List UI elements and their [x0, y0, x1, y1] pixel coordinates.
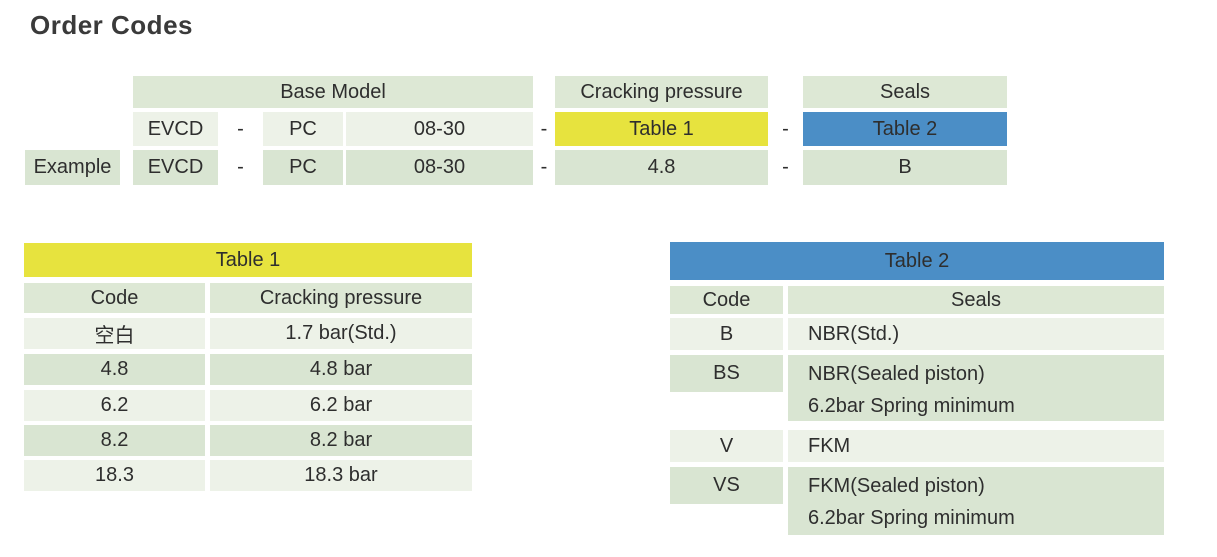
table1-row-code: 18.3	[24, 460, 205, 491]
table2-col-code: Code	[670, 286, 783, 314]
example-label: Example	[25, 150, 120, 185]
table1-row-code: 6.2	[24, 390, 205, 421]
example-row-brand: EVCD	[133, 150, 218, 185]
separator-dash: -	[782, 117, 789, 140]
page-title: Order Codes	[30, 10, 193, 40]
table2-title: Table 2	[670, 242, 1164, 280]
code-row-series: PC	[263, 112, 343, 146]
table1-row-value: 4.8 bar	[210, 354, 472, 385]
seals-header: Seals	[803, 76, 1007, 108]
separator-dash: -	[237, 117, 244, 140]
example-row-series: PC	[263, 150, 343, 185]
table2-row-code: B	[670, 318, 783, 350]
base-model-header: Base Model	[133, 76, 533, 108]
code-row-size: 08-30	[346, 112, 533, 146]
example-row-size: 08-30	[346, 150, 533, 185]
table1-row-code: 空白	[24, 318, 205, 349]
table2-row-code: V	[670, 430, 783, 462]
table1-row-value: 18.3 bar	[210, 460, 472, 491]
table2-row-value-line: FKM(Sealed piston)	[808, 475, 985, 497]
table2-row-code: VS	[670, 467, 783, 504]
table1-title: Table 1	[24, 243, 472, 277]
table2-row-value-line: 6.2bar Spring minimum	[808, 395, 1015, 417]
table2-row-code: BS	[670, 355, 783, 392]
table1-col-code: Code	[24, 283, 205, 313]
table1-col-value: Cracking pressure	[210, 283, 472, 313]
table1-row-code: 4.8	[24, 354, 205, 385]
table2-col-value: Seals	[788, 286, 1164, 314]
table2-row-value-line: NBR(Sealed piston)	[808, 363, 985, 385]
table2-row-value: FKM(Sealed piston) 6.2bar Spring minimum	[788, 467, 1164, 535]
table1-row-code: 8.2	[24, 425, 205, 456]
code-row-seals-ref: Table 2	[803, 112, 1007, 146]
separator-dash: -	[237, 156, 244, 178]
table1-row-value: 8.2 bar	[210, 425, 472, 456]
separator-dash: -	[540, 156, 548, 178]
code-row-cracking-ref: Table 1	[555, 112, 768, 146]
table1-row-value: 6.2 bar	[210, 390, 472, 421]
table2-row-value-line: 6.2bar Spring minimum	[808, 507, 1015, 529]
cracking-pressure-header: Cracking pressure	[555, 76, 768, 108]
table1-row-value: 1.7 bar(Std.)	[210, 318, 472, 349]
example-row-cracking: 4.8	[555, 150, 768, 185]
example-row-seals: B	[803, 150, 1007, 185]
code-row-brand: EVCD	[133, 112, 218, 146]
separator-dash: -	[540, 117, 548, 140]
table2-row-value: FKM	[788, 430, 1164, 462]
table2-row-value: NBR(Std.)	[788, 318, 1164, 350]
table2-row-value: NBR(Sealed piston) 6.2bar Spring minimum	[788, 355, 1164, 421]
separator-dash: -	[782, 156, 789, 178]
